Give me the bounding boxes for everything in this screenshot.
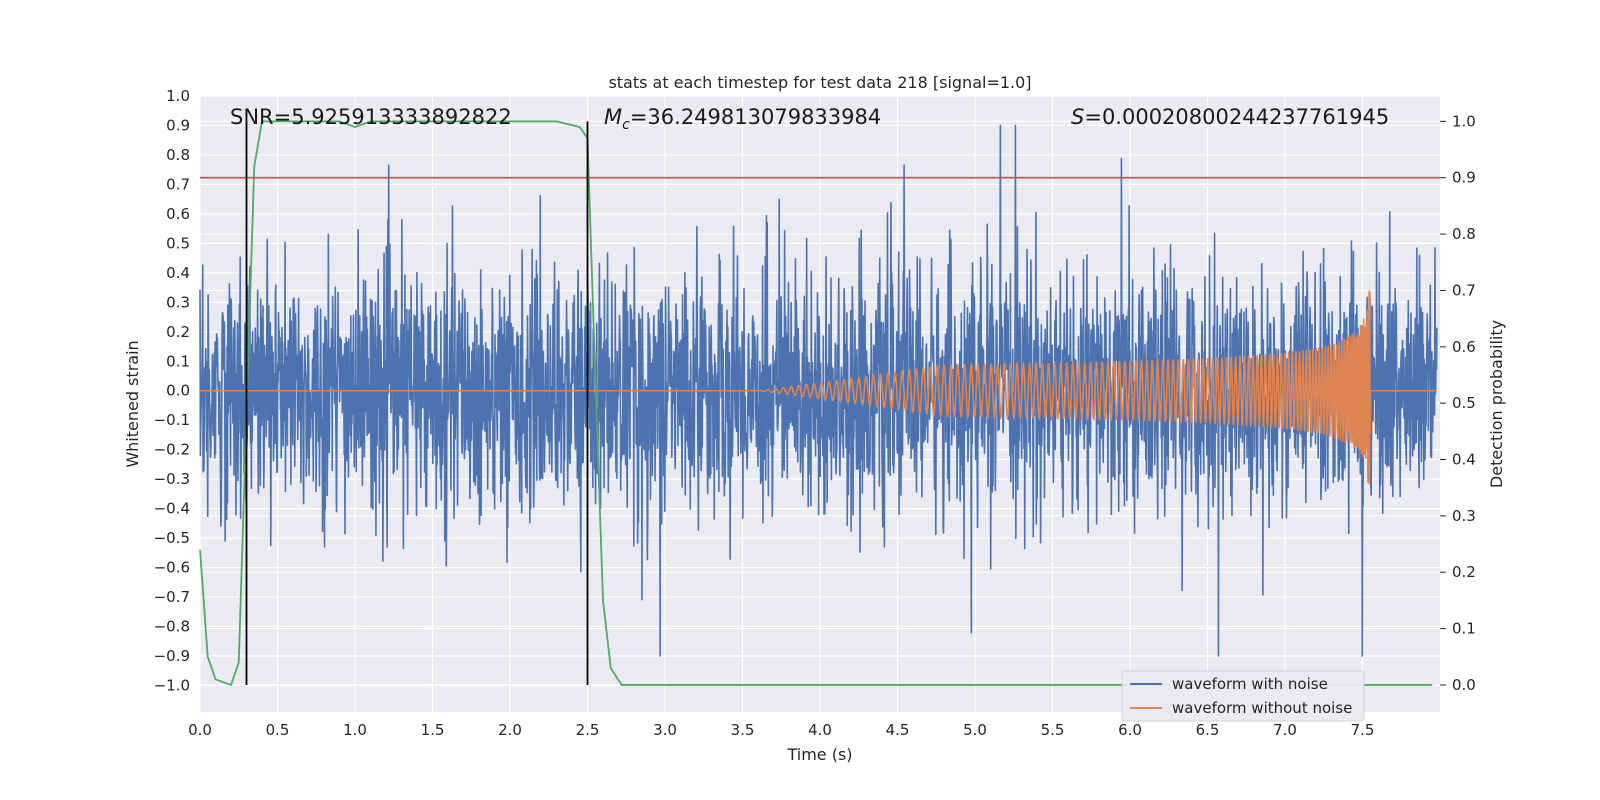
x-tick-label: 3.0: [653, 721, 677, 739]
y-right-tick-label: 0.5: [1452, 394, 1476, 412]
x-tick-label: 7.5: [1351, 721, 1375, 739]
y-left-tick-label: −0.2: [154, 441, 190, 459]
x-tick-label: 1.5: [421, 721, 445, 739]
y-right-tick-label: 0.7: [1452, 281, 1476, 299]
y-right-tick-label: 0.6: [1452, 338, 1476, 356]
y-left-tick-label: 0.4: [166, 264, 190, 282]
y-left-tick-label: −0.9: [154, 647, 190, 665]
legend-label-noise: waveform with noise: [1172, 675, 1328, 693]
ticks: 0.0 0.5 1.0 1.5 2.0 2.5 3.0 3.5 4.0 4.5 5.0 5.5 6.0 6…: [154, 87, 1476, 739]
y-left-tick-label: 0.7: [166, 175, 190, 193]
x-tick-label: 0.0: [188, 721, 212, 739]
x-tick-label: 2.0: [498, 721, 522, 739]
y-left-tick-label: −0.1: [154, 411, 190, 429]
y-right-tick-label: 0.9: [1452, 169, 1476, 187]
y-axis-label-right: Detection probability: [1487, 320, 1506, 488]
y-right-tick-label: 1.0: [1452, 112, 1476, 130]
waveform-with-noise: [199, 124, 1438, 657]
detection-probability: [199, 120, 1433, 687]
markers: [200, 121, 1440, 685]
y-left-tick-label: 0.5: [166, 234, 190, 252]
y-left-tick-label: 0.8: [166, 146, 190, 164]
y-left-tick-label: 0.9: [166, 116, 190, 134]
y-right-tick-label: 0.1: [1452, 620, 1476, 638]
y-left-tick-label: 1.0: [166, 87, 190, 105]
y-left-tick-label: 0.0: [166, 382, 190, 400]
noise-line: [199, 124, 1438, 657]
snr-annotation: SNR=5.925913333892822: [230, 105, 512, 129]
x-tick-label: 5.0: [963, 721, 987, 739]
y-left-tick-label: 0.6: [166, 205, 190, 223]
legend-box: [1121, 670, 1365, 722]
y-left-tick-label: 0.1: [166, 352, 190, 370]
x-tick-label: 2.5: [576, 721, 600, 739]
chirp-line: [200, 290, 1437, 485]
y-left-tick-label: −0.8: [154, 618, 190, 636]
x-tick-label: 5.5: [1041, 721, 1065, 739]
y-axis-label-left: Whitened strain: [123, 340, 142, 467]
y-right-tick-label: 0.4: [1452, 451, 1476, 469]
y-left-tick-label: −0.5: [154, 529, 190, 547]
x-tick-label: 7.0: [1273, 721, 1297, 739]
x-tick-label: 0.5: [266, 721, 290, 739]
x-tick-label: 6.0: [1118, 721, 1142, 739]
y-right-tick-label: 0.8: [1452, 225, 1476, 243]
y-left-tick-label: −0.6: [154, 559, 190, 577]
probability-line: [199, 120, 1433, 687]
y-left-tick-label: 0.3: [166, 293, 190, 311]
y-left-tick-label: −1.0: [154, 676, 190, 694]
x-tick-label: 3.5: [731, 721, 755, 739]
y-right-tick-label: 0.0: [1452, 676, 1476, 694]
y-right-tick-label: 0.3: [1452, 507, 1476, 525]
chart-title: stats at each timestep for test data 218…: [608, 73, 1031, 92]
y-left-tick-label: −0.3: [154, 470, 190, 488]
x-tick-label: 6.5: [1196, 721, 1220, 739]
chirp-mass-annotation: Mc=36.249813079833984: [604, 105, 881, 133]
s-annotation: S=0.00020800244237761945: [1071, 105, 1389, 129]
legend: waveform with noise waveform without noi…: [1121, 670, 1365, 722]
x-axis-label: Time (s): [786, 745, 852, 764]
y-left-tick-label: 0.2: [166, 323, 190, 341]
x-tick-label: 1.0: [343, 721, 367, 739]
x-tick-label: 4.0: [808, 721, 832, 739]
x-tick-label: 4.5: [886, 721, 910, 739]
waveform-without-noise: [200, 290, 1437, 485]
legend-label-clean: waveform without noise: [1172, 699, 1352, 717]
y-left-tick-label: −0.4: [154, 500, 190, 518]
y-left-tick-label: −0.7: [154, 588, 190, 606]
y-right-tick-label: 0.2: [1452, 563, 1476, 581]
